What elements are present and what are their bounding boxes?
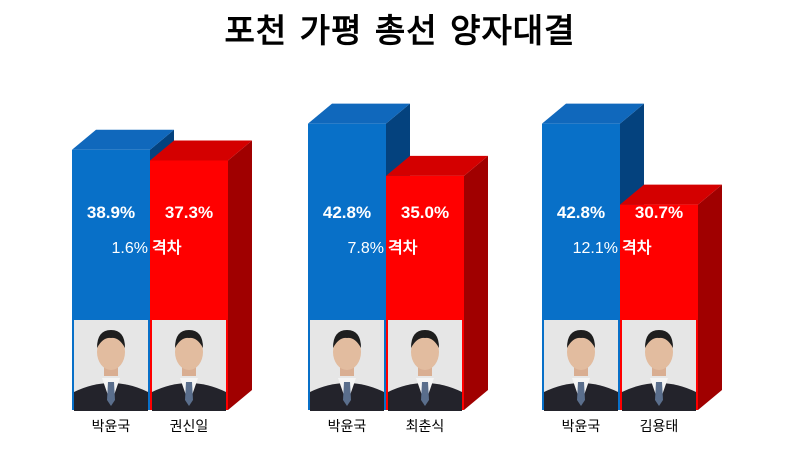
candidate-name: 최춘식 — [406, 419, 445, 435]
candidate-name: 김용태 — [640, 419, 679, 435]
gap-word: 격차 — [622, 238, 652, 257]
candidate-photo — [310, 320, 384, 411]
candidate-photo — [74, 320, 148, 411]
candidate-name: 박윤국 — [328, 419, 367, 435]
candidate-photo — [152, 320, 226, 411]
data-label: 37.3% — [165, 203, 213, 222]
candidate-name: 박윤국 — [562, 419, 601, 435]
chart-title: 포천 가평 총선 양자대결 — [224, 11, 576, 50]
gap-value: 1.6% — [112, 240, 148, 257]
candidate-photo — [622, 320, 696, 411]
candidate-photo — [388, 320, 462, 411]
gap-value: 7.8% — [348, 240, 384, 257]
data-label: 30.7% — [635, 203, 683, 222]
data-label: 42.8% — [323, 203, 371, 222]
candidate-name: 박윤국 — [92, 419, 131, 435]
data-label: 38.9% — [87, 203, 135, 222]
data-label: 42.8% — [557, 203, 605, 222]
gap-word: 격차 — [388, 238, 418, 257]
data-label: 35.0% — [401, 203, 449, 222]
gap-word: 격차 — [152, 238, 182, 257]
candidate-name: 권신일 — [170, 419, 209, 435]
gap-value: 12.1% — [573, 240, 618, 257]
candidate-photo — [544, 320, 618, 411]
